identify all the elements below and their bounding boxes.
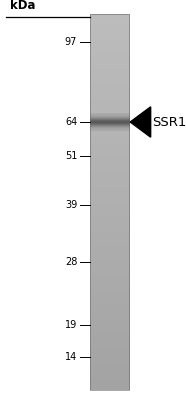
Bar: [90, 14, 129, 390]
Text: 51: 51: [65, 151, 77, 161]
Text: 64: 64: [65, 117, 77, 127]
Text: kDa: kDa: [10, 0, 36, 12]
Text: 19: 19: [65, 320, 77, 330]
Text: 39: 39: [65, 200, 77, 210]
Text: SSR1: SSR1: [153, 116, 186, 128]
Text: 28: 28: [65, 257, 77, 267]
Text: 97: 97: [65, 37, 77, 47]
Text: 14: 14: [65, 352, 77, 362]
Polygon shape: [130, 107, 151, 137]
